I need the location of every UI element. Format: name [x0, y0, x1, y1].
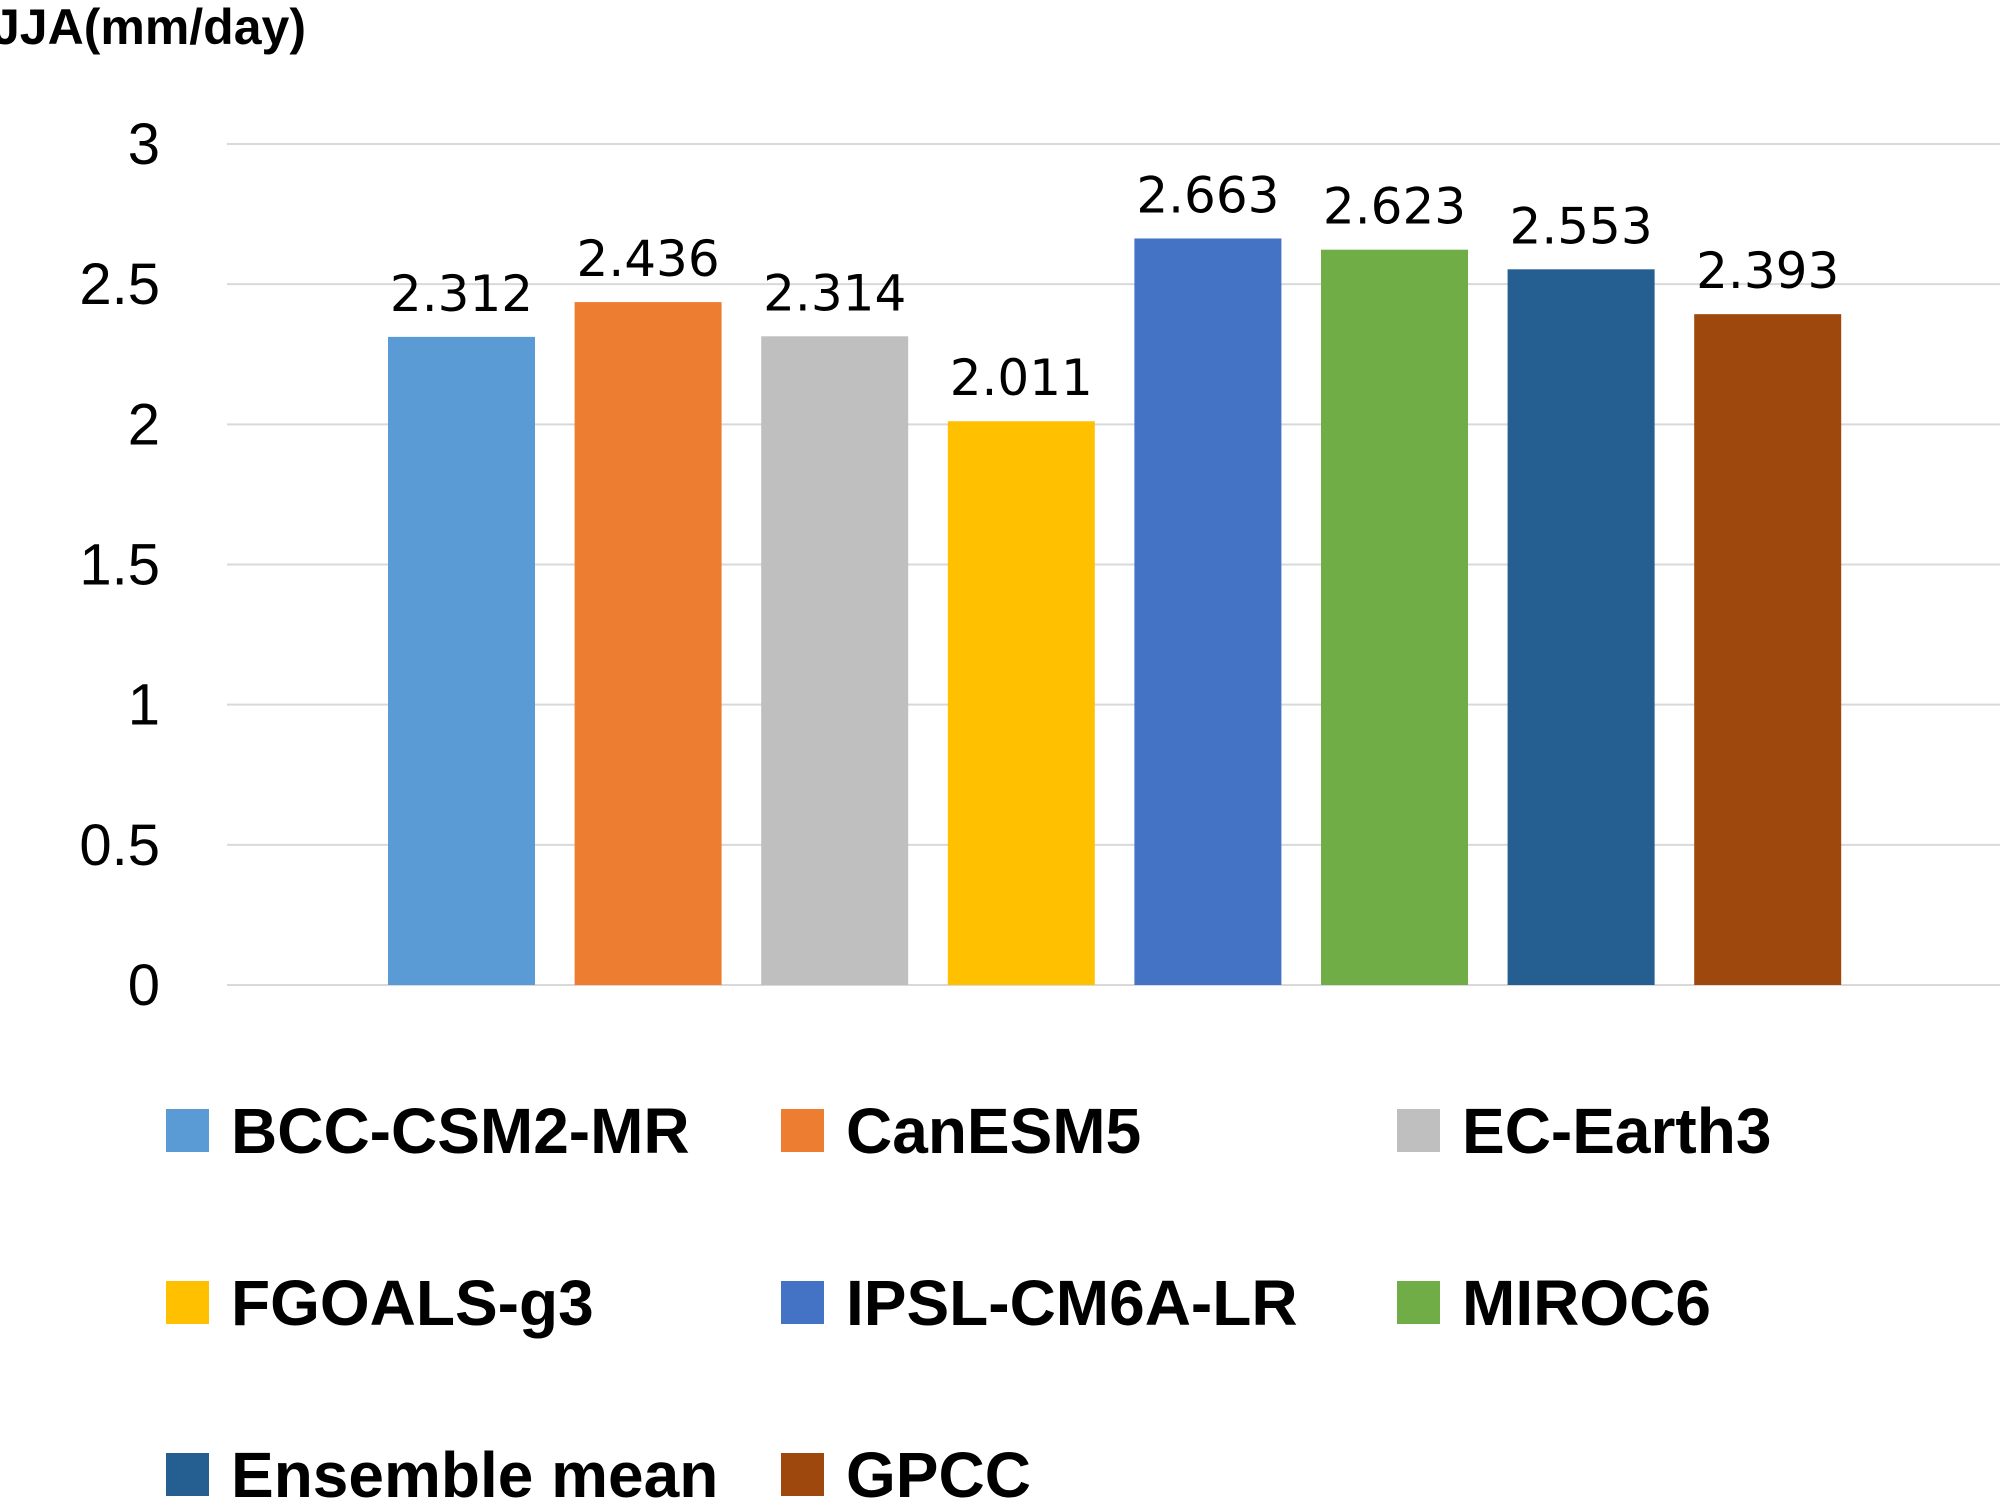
bar-ipsl-cm6a-lr: [1134, 238, 1282, 985]
legend-item: GPCC: [781, 1439, 1031, 1505]
legend-item: EC-Earth3: [1397, 1095, 1771, 1167]
legend-swatch: [166, 1281, 209, 1324]
y-tick-label: 0.5: [79, 813, 160, 878]
y-axis-ticks: 0 0.5 1 1.5 2 2.5 3: [79, 112, 160, 1018]
legend-swatch: [1397, 1281, 1440, 1324]
legend-item: CanESM5: [781, 1095, 1141, 1167]
bar-value-label: 2.553: [1510, 197, 1653, 255]
bar-value-label: 2.011: [950, 349, 1093, 407]
y-axis-label: JJA(mm/day): [0, 0, 306, 55]
data-labels: 2.312 2.436 2.314 2.011 2.663 2.623 2.553 2.393: [390, 166, 1839, 407]
legend-item: FGOALS-g3: [166, 1267, 594, 1339]
bar-bcc-csm2-mr: [388, 336, 535, 985]
legend-swatch: [166, 1453, 209, 1496]
legend-item: MIROC6: [1397, 1267, 1711, 1339]
y-tick-label: 3: [128, 112, 160, 177]
y-tick-label: 1.5: [79, 533, 160, 598]
y-tick-label: 2.5: [79, 252, 160, 317]
legend-swatch: [781, 1453, 824, 1496]
legend-item: Ensemble mean: [166, 1439, 718, 1505]
legend-label: MIROC6: [1462, 1267, 1711, 1339]
legend-label: Ensemble mean: [231, 1439, 718, 1500]
legend-label: FGOALS-g3: [231, 1267, 594, 1339]
bar-value-label: 2.623: [1323, 178, 1466, 236]
legend-label: CanESM5: [846, 1095, 1141, 1167]
bar-canesm5: [574, 302, 722, 985]
legend-label: IPSL-CM6A-LR: [846, 1267, 1298, 1339]
y-tick-label: 1: [128, 673, 160, 738]
bar-value-label: 2.393: [1696, 242, 1839, 300]
bars: [388, 238, 1842, 986]
legend-label: GPCC: [846, 1439, 1031, 1500]
bar-miroc6: [1321, 249, 1468, 985]
bar-ec-earth3: [761, 336, 909, 985]
bar-value-label: 2.436: [577, 230, 720, 288]
legend: BCC-CSM2-MR CanESM5 EC-Earth3 FGOALS-g3 IPSL…: [166, 1095, 1771, 1505]
bar-value-label: 2.312: [390, 265, 533, 323]
legend-item: BCC-CSM2-MR: [166, 1095, 690, 1167]
legend-swatch: [781, 1109, 824, 1152]
bar-ensemble-mean: [1507, 269, 1655, 986]
bar-fgoals-g3: [947, 421, 1095, 986]
legend-swatch: [166, 1109, 209, 1152]
y-tick-label: 2: [128, 392, 160, 457]
bar-value-label: 2.663: [1136, 166, 1279, 224]
legend-label: BCC-CSM2-MR: [231, 1095, 690, 1167]
legend-label: EC-Earth3: [1462, 1095, 1771, 1167]
legend-swatch: [781, 1281, 824, 1324]
bar-value-label: 2.314: [763, 264, 906, 322]
legend-item: IPSL-CM6A-LR: [781, 1267, 1298, 1339]
legend-swatch: [1397, 1109, 1440, 1152]
bar-gpcc: [1694, 314, 1842, 985]
y-tick-label: 0: [128, 953, 160, 1018]
